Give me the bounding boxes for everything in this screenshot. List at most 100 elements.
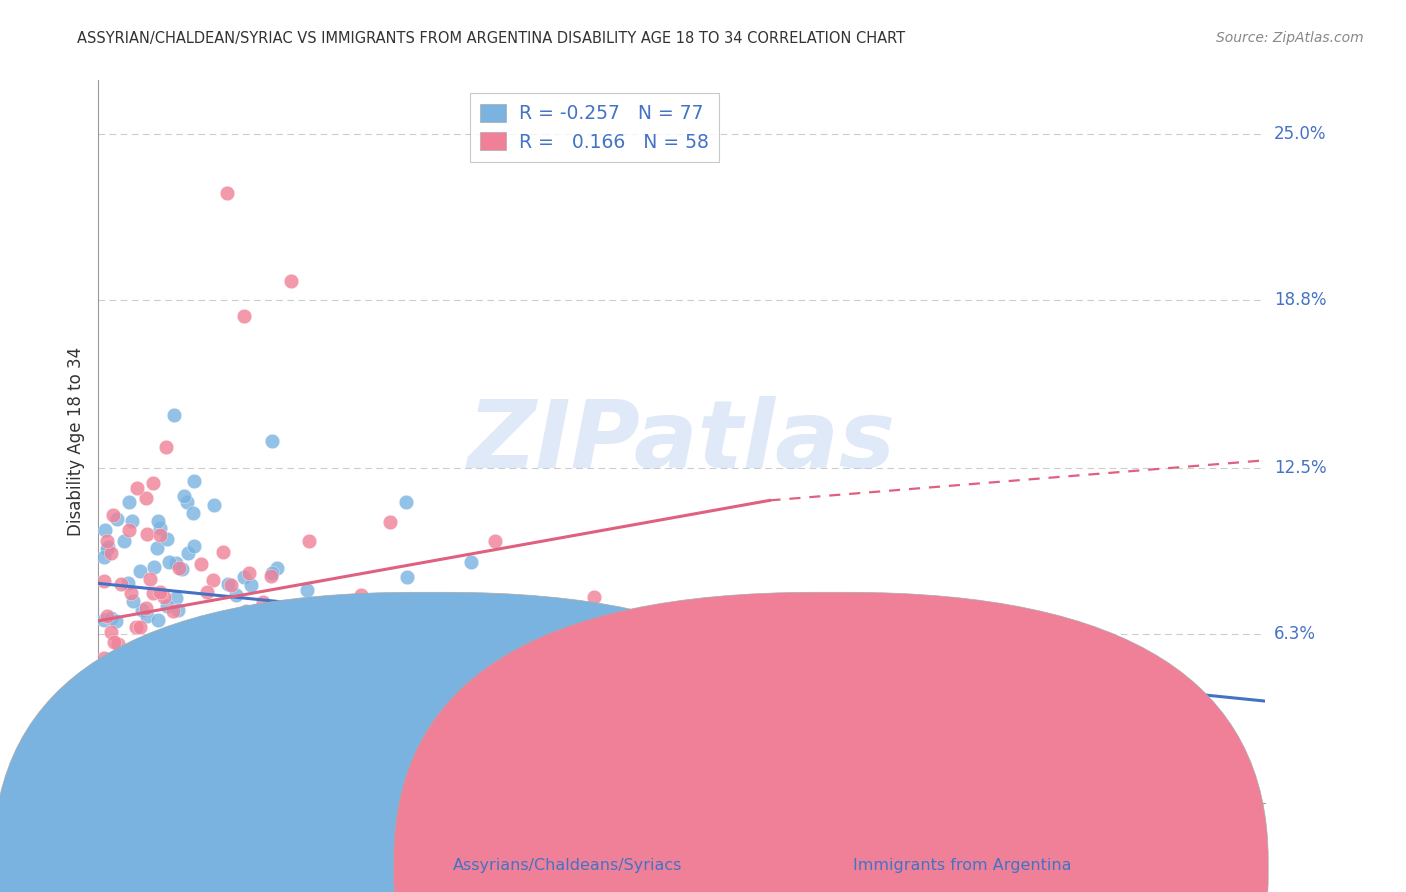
Point xyxy=(142,586,165,600)
Point xyxy=(250,624,273,638)
Point xyxy=(583,590,606,604)
Point xyxy=(135,491,157,505)
Point xyxy=(149,528,172,542)
Point xyxy=(205,621,228,635)
Point xyxy=(120,586,142,600)
Text: ZIPatlas: ZIPatlas xyxy=(468,395,896,488)
Point xyxy=(183,506,205,520)
Point xyxy=(125,699,148,714)
Point xyxy=(155,440,177,454)
Point xyxy=(105,660,128,674)
Point xyxy=(391,688,413,702)
Point xyxy=(460,556,482,570)
Point xyxy=(173,489,195,503)
Point xyxy=(349,588,371,602)
Point xyxy=(163,408,186,422)
Point xyxy=(169,561,191,575)
Point xyxy=(262,434,284,449)
Point xyxy=(96,541,118,556)
Point xyxy=(121,514,143,528)
Text: Source: ZipAtlas.com: Source: ZipAtlas.com xyxy=(1216,31,1364,45)
Point xyxy=(149,521,172,535)
Point xyxy=(174,624,197,639)
Legend: R = -0.257   N = 77, R =   0.166   N = 58: R = -0.257 N = 77, R = 0.166 N = 58 xyxy=(470,94,720,162)
Point xyxy=(159,641,181,656)
Point xyxy=(128,565,150,579)
Point xyxy=(142,475,165,490)
Point xyxy=(118,495,141,509)
Point xyxy=(135,682,157,697)
Point xyxy=(260,569,283,583)
Point xyxy=(176,545,198,559)
Point xyxy=(93,550,115,565)
Point xyxy=(298,534,321,549)
Point xyxy=(121,593,143,607)
Point xyxy=(112,534,135,549)
Point xyxy=(219,577,242,591)
Point xyxy=(93,726,115,740)
Point xyxy=(135,655,157,669)
Point xyxy=(146,613,169,627)
Point xyxy=(194,639,217,653)
Point xyxy=(395,570,418,584)
Point xyxy=(145,674,167,689)
Point xyxy=(96,534,118,549)
Point xyxy=(252,594,274,608)
Point xyxy=(297,582,319,597)
Point xyxy=(229,656,252,670)
Text: 0.0%: 0.0% xyxy=(98,833,141,851)
Point xyxy=(169,690,191,705)
Point xyxy=(169,641,191,656)
Point xyxy=(125,620,148,634)
Point xyxy=(240,577,263,591)
Text: 6.3%: 6.3% xyxy=(1274,625,1316,643)
Point xyxy=(202,498,225,512)
Point xyxy=(105,511,128,525)
Point xyxy=(323,612,346,626)
Point xyxy=(149,584,172,599)
Point xyxy=(93,650,115,665)
Point xyxy=(484,533,506,548)
Y-axis label: Disability Age 18 to 34: Disability Age 18 to 34 xyxy=(66,347,84,536)
Point xyxy=(93,574,115,588)
Point xyxy=(217,576,239,591)
Point xyxy=(187,714,209,728)
Point xyxy=(190,557,212,571)
Point xyxy=(266,561,288,575)
Point xyxy=(392,747,415,761)
Point xyxy=(170,562,193,576)
Text: Immigrants from Argentina: Immigrants from Argentina xyxy=(853,858,1071,872)
Point xyxy=(96,609,118,624)
Point xyxy=(117,575,139,590)
Point xyxy=(156,533,179,547)
Point xyxy=(93,683,115,698)
Text: 12.5%: 12.5% xyxy=(1274,459,1326,477)
Point xyxy=(165,556,187,570)
Point xyxy=(162,634,184,648)
Point xyxy=(329,656,352,670)
Point xyxy=(100,611,122,625)
Point xyxy=(225,588,247,602)
Point xyxy=(472,622,495,636)
Point xyxy=(100,624,122,639)
Point xyxy=(202,573,225,587)
Point xyxy=(103,635,125,649)
Point xyxy=(132,692,155,706)
Point xyxy=(242,630,264,644)
Point xyxy=(280,274,302,288)
Text: 25.0%: 25.0% xyxy=(1274,125,1326,143)
Point xyxy=(125,481,148,495)
Point xyxy=(143,559,166,574)
Point xyxy=(472,603,495,617)
Point xyxy=(117,523,139,537)
Point xyxy=(195,585,218,599)
Point xyxy=(183,474,205,488)
Text: ASSYRIAN/CHALDEAN/SYRIAC VS IMMIGRANTS FROM ARGENTINA DISABILITY AGE 18 TO 34 CO: ASSYRIAN/CHALDEAN/SYRIAC VS IMMIGRANTS F… xyxy=(77,31,905,46)
Point xyxy=(167,603,190,617)
Point xyxy=(111,726,134,740)
Point xyxy=(165,591,187,605)
Point xyxy=(169,725,191,739)
Point xyxy=(131,603,153,617)
Point xyxy=(395,494,418,508)
Point xyxy=(110,577,132,591)
